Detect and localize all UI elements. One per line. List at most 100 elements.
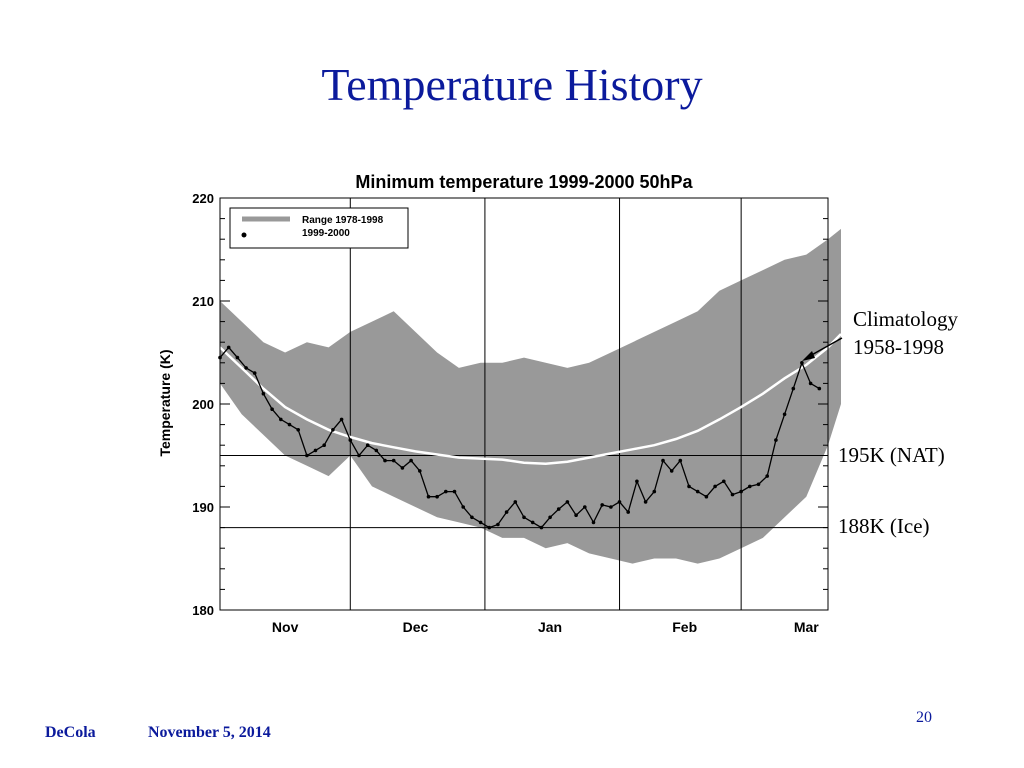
series-1999-2000-point — [635, 479, 639, 484]
series-1999-2000-point — [704, 494, 709, 499]
series-1999-2000-point — [678, 458, 683, 463]
page-number: 20 — [916, 709, 932, 726]
series-1999-2000-point — [226, 345, 231, 350]
series-1999-2000-point — [782, 412, 787, 417]
footer-date: November 5, 2014 — [148, 724, 271, 741]
series-1999-2000-point — [687, 484, 691, 489]
series-1999-2000-point — [331, 428, 335, 432]
series-1999-2000-point — [261, 391, 266, 396]
series-1999-2000-point — [365, 443, 370, 448]
x-month-label: Feb — [672, 619, 697, 635]
legend-box — [229, 207, 409, 249]
series-1999-2000-point — [513, 500, 518, 504]
series-1999-2000-point — [496, 522, 500, 527]
series-1999-2000-point — [435, 494, 439, 499]
x-month-label: Dec — [403, 619, 429, 635]
chart-title: Minimum temperature 1999-2000 50hPa — [355, 172, 693, 192]
slide-title: Temperature History — [321, 59, 703, 110]
series-1999-2000-point — [313, 448, 318, 453]
series-1999-2000-point — [374, 448, 379, 453]
series-1999-2000-point — [357, 453, 361, 458]
series-1999-2000-point — [461, 505, 466, 509]
x-month-label: Mar — [794, 619, 819, 635]
series-1999-2000-point — [609, 505, 613, 509]
range-band — [220, 228, 841, 564]
series-1999-2000-point — [487, 525, 492, 530]
series-1999-2000-point — [548, 515, 552, 520]
series-1999-2000-point — [522, 515, 526, 520]
series-1999-2000-point — [452, 489, 457, 494]
climatology-annotation-line1: Climatology — [853, 307, 958, 331]
series-1999-2000-point — [305, 453, 309, 458]
series-1999-2000-point — [791, 386, 796, 391]
series-1999-2000-point — [348, 438, 353, 442]
y-tick-label: 210 — [192, 294, 214, 309]
series-1999-2000-point — [756, 482, 761, 487]
series-1999-2000-point — [808, 381, 813, 386]
y-tick-label: 180 — [192, 603, 214, 618]
series-1999-2000-line — [219, 346, 820, 529]
series-1999-2000-point — [643, 500, 648, 504]
chart-legend: Range 1978-1998 1999-2000 — [229, 207, 409, 249]
footer-author: DeCola — [45, 724, 96, 741]
series-1999-2000-point — [504, 510, 509, 514]
series-1999-2000-point — [583, 505, 587, 509]
series-1999-2000-point — [539, 525, 544, 530]
x-month-label: Nov — [272, 619, 299, 635]
series-1999-2000-point — [661, 458, 665, 463]
climatology-arrow — [802, 337, 843, 361]
series-1999-2000-point — [617, 500, 622, 504]
series-1999-2000-point — [339, 417, 344, 422]
series-1999-2000-point — [556, 507, 561, 511]
series-1999-2000-point — [574, 513, 578, 517]
climatology-line — [219, 333, 842, 465]
series-1999-2000-point — [470, 515, 474, 520]
series-1999-2000-point — [817, 386, 822, 391]
x-month-label: Jan — [538, 619, 562, 635]
series-1999-2000-point — [626, 510, 630, 514]
series-1999-2000-point — [800, 361, 804, 365]
series-1999-2000-point — [279, 417, 283, 422]
series-1999-2000-point — [478, 520, 483, 525]
series-1999-2000-point — [565, 500, 570, 504]
climatology-annotation-line2: 1958-1998 — [853, 335, 944, 359]
series-1999-2000-point — [383, 458, 387, 463]
series-1999-2000-point — [695, 489, 700, 494]
legend-range-label: Range 1978-1998 — [302, 215, 384, 226]
series-1999-2000-point — [235, 355, 240, 360]
series-1999-2000-point — [418, 469, 422, 473]
climatology-annotation: Climatology 1958-1998 — [853, 305, 958, 361]
series-1999-2000-point — [322, 443, 326, 448]
y-tick-label: 200 — [192, 397, 214, 412]
series-1999-2000-point — [391, 458, 396, 463]
series-1999-2000-point — [748, 484, 752, 489]
series-1999-2000-point — [713, 484, 717, 489]
nat-threshold-label: 195K (NAT) — [838, 443, 945, 467]
series-1999-2000-point — [296, 428, 300, 432]
series-1999-2000-point — [669, 469, 674, 473]
series-1999-2000-point — [252, 371, 257, 375]
y-tick-label: 190 — [192, 500, 214, 515]
series-1999-2000-point — [409, 458, 413, 463]
series-1999-2000-point — [244, 366, 248, 370]
series-1999-2000-point — [444, 489, 448, 494]
legend-series-marker — [241, 232, 247, 238]
y-tick-label: 220 — [192, 191, 214, 206]
series-1999-2000-point — [774, 438, 778, 442]
series-1999-2000-point — [600, 503, 604, 507]
series-1999-2000-point — [652, 489, 657, 494]
series-1999-2000-point — [739, 489, 743, 494]
y-axis-label: Temperature (K) — [157, 349, 173, 456]
series-1999-2000-point — [400, 466, 405, 470]
series-1999-2000-point — [530, 520, 535, 525]
legend-series-label: 1999-2000 — [302, 228, 350, 239]
series-1999-2000-point — [722, 479, 726, 484]
temperature-chart: Minimum temperature 1999-2000 50hPa Temp… — [157, 172, 842, 635]
series-1999-2000-point — [426, 494, 431, 499]
series-1999-2000-point — [765, 474, 769, 478]
series-1999-2000-point — [270, 407, 274, 411]
series-1999-2000-point — [730, 492, 735, 497]
series-1999-2000-point — [287, 422, 292, 427]
ice-threshold-label: 188K (Ice) — [838, 514, 930, 538]
series-1999-2000-point — [591, 520, 596, 525]
